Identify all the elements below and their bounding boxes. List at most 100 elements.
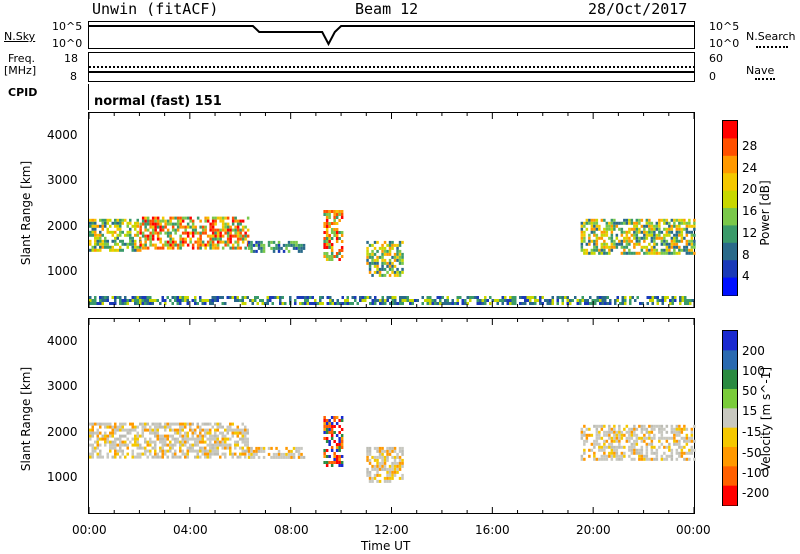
velocity-cell (401, 473, 404, 477)
velocity-cell (181, 452, 184, 456)
velocity-cell (615, 451, 619, 455)
velocity-cell (169, 440, 172, 444)
velocity-cell (330, 464, 334, 467)
velocity-cell (114, 440, 117, 444)
velocity-cell (91, 443, 94, 447)
velocity-cell (114, 428, 117, 432)
power-cell (496, 302, 499, 305)
power-cell (280, 246, 283, 250)
power-cell (625, 230, 629, 234)
power-cell (209, 228, 212, 232)
power-cell (149, 225, 152, 229)
power-cell (224, 228, 227, 232)
power-cell (673, 248, 676, 252)
power-cell (376, 258, 379, 262)
power-cell (311, 296, 314, 299)
velocity-cell (398, 467, 402, 471)
power-cell (398, 252, 402, 256)
power-cell (539, 302, 542, 305)
velocity-cell (340, 443, 344, 446)
power-cell (146, 246, 150, 250)
power-cell (583, 251, 586, 255)
velocity-cell (643, 427, 646, 431)
power-cell (161, 219, 165, 223)
velocity-cell (181, 428, 184, 432)
power-cell (221, 222, 225, 226)
power-cell (174, 240, 177, 244)
power-cell (593, 227, 596, 231)
power-cell (404, 299, 407, 302)
power-cell (489, 296, 492, 299)
velocity-cell (181, 437, 184, 441)
velocity-cell (206, 449, 209, 453)
power-cell (221, 216, 225, 220)
power-cell (680, 239, 684, 243)
velocity-cell (231, 428, 234, 432)
velocity-cell (99, 449, 102, 453)
velocity-cell (224, 437, 227, 441)
power-cell (439, 299, 442, 302)
power-cell (688, 230, 691, 234)
velocity-cell (683, 457, 686, 461)
velocity-cell (244, 452, 247, 456)
power-cell (595, 218, 599, 222)
velocity-cell (176, 422, 179, 426)
velocity-cell (204, 431, 207, 435)
velocity-cell (91, 449, 94, 453)
velocity-cell (159, 440, 162, 444)
power-cell (161, 216, 165, 220)
power-cell (436, 296, 439, 299)
power-cell (376, 264, 379, 268)
power-cell (104, 299, 107, 302)
power-cell (660, 218, 664, 222)
velocity-cell (685, 436, 689, 440)
velocity-cell (199, 455, 202, 459)
power-cell (319, 299, 322, 302)
velocity-cell (638, 451, 641, 455)
power-cell (690, 230, 694, 234)
velocity-cell (628, 439, 631, 443)
power-cell (618, 227, 621, 231)
power-cell (651, 296, 654, 299)
power-cell (616, 296, 619, 299)
velocity-cell (650, 439, 654, 443)
power-cell (164, 240, 167, 244)
power-cell (287, 243, 291, 247)
velocity-cell (328, 440, 331, 443)
power-cell (668, 245, 671, 249)
power-cell (106, 299, 109, 302)
velocity-cb-tick: -200 (742, 486, 770, 500)
power-cell (176, 243, 180, 247)
power-cell (111, 233, 114, 237)
power-cell (378, 267, 382, 271)
power-cell (194, 231, 197, 235)
power-cell (116, 227, 119, 231)
power-cell (191, 234, 195, 238)
power-cell (171, 240, 175, 244)
power-cell (340, 249, 344, 252)
velocity-cell (181, 443, 184, 447)
velocity-cb-tick: 200 (742, 344, 765, 358)
velocity-cell (376, 455, 379, 459)
power-cell (610, 236, 614, 240)
velocity-cell (368, 446, 372, 450)
power-cell (340, 255, 344, 258)
velocity-cell (690, 433, 694, 437)
velocity-cell (366, 452, 369, 456)
power-cell (439, 296, 442, 299)
power-cell (221, 296, 224, 299)
velocity-cell (229, 452, 232, 456)
velocity-cell (96, 443, 99, 447)
power-cell (670, 242, 674, 246)
power-cell (633, 233, 636, 237)
power-cell (211, 299, 214, 302)
velocity-cell (194, 428, 197, 432)
power-cell (302, 246, 306, 250)
velocity-cell (171, 428, 174, 432)
velocity-cell (630, 427, 634, 431)
power-cell (580, 233, 584, 237)
power-cell (633, 242, 636, 246)
power-cell (339, 302, 342, 305)
power-cell (514, 299, 517, 302)
velocity-cell (675, 448, 679, 452)
